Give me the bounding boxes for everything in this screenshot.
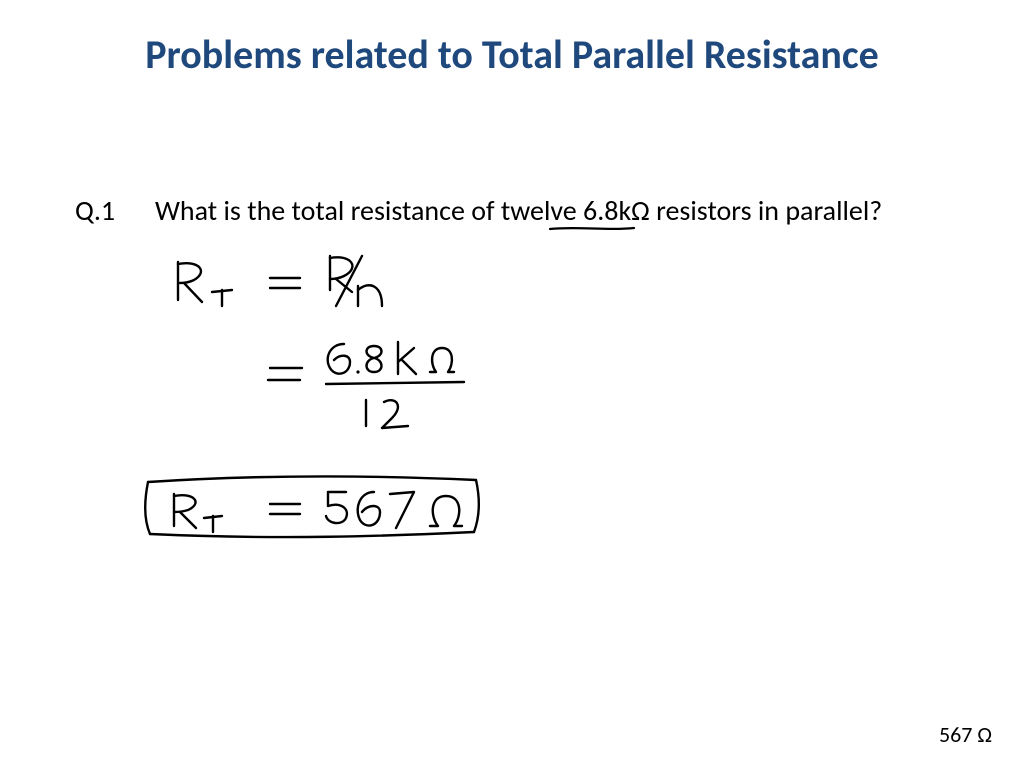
question-number: Q.1 xyxy=(75,192,155,230)
question-text: What is the total resistance of twelve 6… xyxy=(155,193,882,228)
slide: Problems related to Total Parallel Resis… xyxy=(0,0,1024,768)
question-block: Q.1What is the total resistance of twelv… xyxy=(75,192,955,230)
underline-annotation xyxy=(548,225,636,233)
slide-title: Problems related to Total Parallel Resis… xyxy=(0,30,1024,80)
answer-text: 567 Ω xyxy=(939,721,992,748)
handwriting-work xyxy=(130,250,650,610)
